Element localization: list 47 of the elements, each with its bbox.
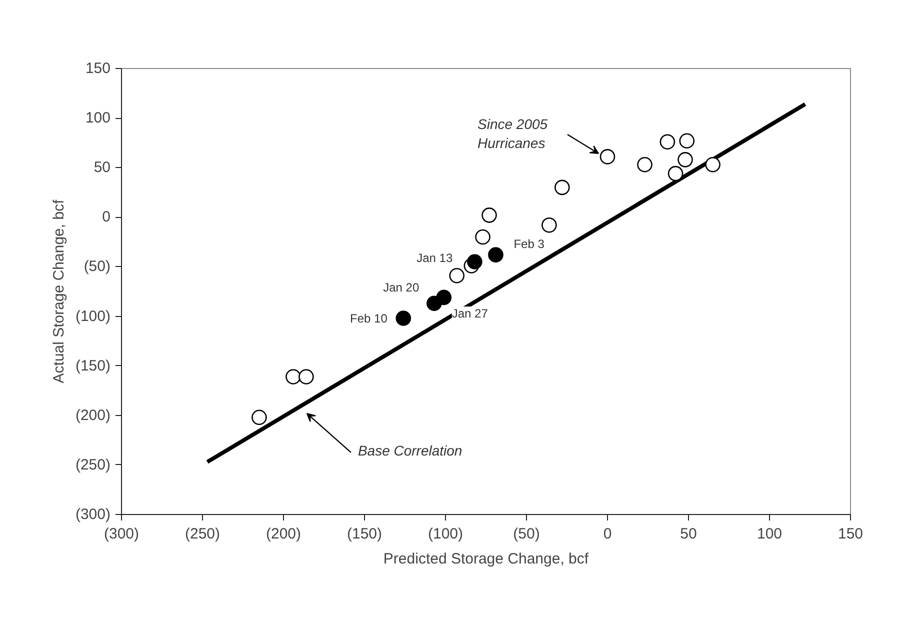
x-tick-label: (100) (428, 526, 464, 542)
y-axis-title: Actual Storage Change, bcf (50, 198, 68, 384)
y-tick-label: 150 (85, 60, 111, 77)
point (449, 268, 464, 284)
y-tick-label: (250) (75, 456, 111, 474)
x-tick-label: (200) (266, 526, 302, 542)
x-tick-label: 50 (680, 526, 697, 542)
y-tick-label: (50) (84, 258, 111, 276)
annotation: Jan 13 (416, 250, 453, 265)
y-tick-label: 0 (102, 208, 110, 226)
x-tick-label: (250) (184, 526, 220, 542)
x-axis-title: Predicted Storage Change, bcf (383, 550, 590, 568)
x-tick-label: 150 (838, 526, 864, 542)
y-tick-label: 50 (94, 159, 111, 176)
point (298, 369, 314, 384)
point (600, 149, 616, 164)
point (488, 247, 504, 262)
annotation: Base Correlation (358, 442, 462, 458)
x-tick-label: 0 (603, 526, 612, 542)
point (542, 217, 557, 233)
point (252, 410, 267, 426)
y-tick-label: (150) (75, 357, 111, 374)
point (705, 157, 720, 172)
point (637, 157, 652, 172)
x-tick-label: 100 (756, 526, 782, 542)
point (286, 369, 301, 384)
y-tick-label: (100) (75, 308, 111, 325)
annotation: Since 2005 Hurricanes (478, 116, 548, 152)
point (660, 134, 676, 150)
point (482, 208, 497, 223)
y-tick-label: 100 (85, 110, 111, 127)
annotation: Jan 20 (383, 280, 420, 294)
annotation: Jan 27 (452, 306, 488, 320)
point (678, 152, 693, 168)
annotation: Feb 3 (514, 236, 545, 251)
point (475, 229, 490, 245)
y-tick-label: (200) (75, 406, 111, 424)
point (436, 290, 452, 306)
annotation: Feb 10 (350, 311, 388, 326)
point (396, 310, 412, 326)
x-tick-label: (150) (346, 526, 382, 542)
point (467, 254, 482, 270)
point (554, 180, 570, 196)
y-tick-label: (300) (75, 506, 111, 523)
point (679, 133, 695, 148)
x-tick-label: (50) (513, 526, 540, 542)
point (668, 166, 684, 182)
